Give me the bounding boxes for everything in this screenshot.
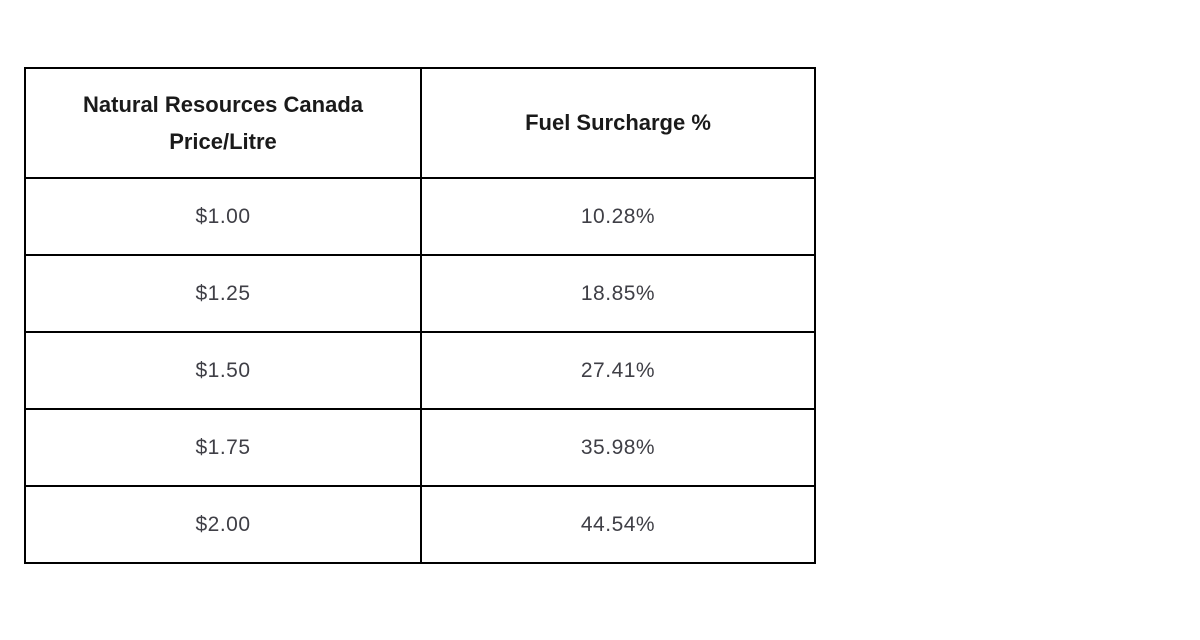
column-header-surcharge: Fuel Surcharge % (420, 67, 816, 179)
column-header-price-label: Natural Resources Canada Price/Litre (83, 91, 363, 154)
table-row: $1.25 18.85% (24, 254, 816, 333)
surcharge-cell: 27.41% (420, 331, 816, 410)
table-row: $1.00 10.28% (24, 177, 816, 256)
price-cell: $1.50 (24, 331, 422, 410)
header-row: Natural Resources Canada Price/Litre Fue… (24, 67, 816, 179)
column-header-surcharge-label: Fuel Surcharge % (525, 110, 711, 136)
fuel-surcharge-table: Natural Resources Canada Price/Litre Fue… (24, 67, 816, 564)
surcharge-cell: 44.54% (420, 485, 816, 564)
table-row: $1.50 27.41% (24, 331, 816, 410)
price-cell: $2.00 (24, 485, 422, 564)
surcharge-cell: 18.85% (420, 254, 816, 333)
surcharge-cell: 35.98% (420, 408, 816, 487)
price-cell: $1.00 (24, 177, 422, 256)
table-row: $2.00 44.54% (24, 485, 816, 564)
column-header-price: Natural Resources Canada Price/Litre (24, 67, 422, 179)
table-row: $1.75 35.98% (24, 408, 816, 487)
price-cell: $1.75 (24, 408, 422, 487)
surcharge-cell: 10.28% (420, 177, 816, 256)
price-cell: $1.25 (24, 254, 422, 333)
